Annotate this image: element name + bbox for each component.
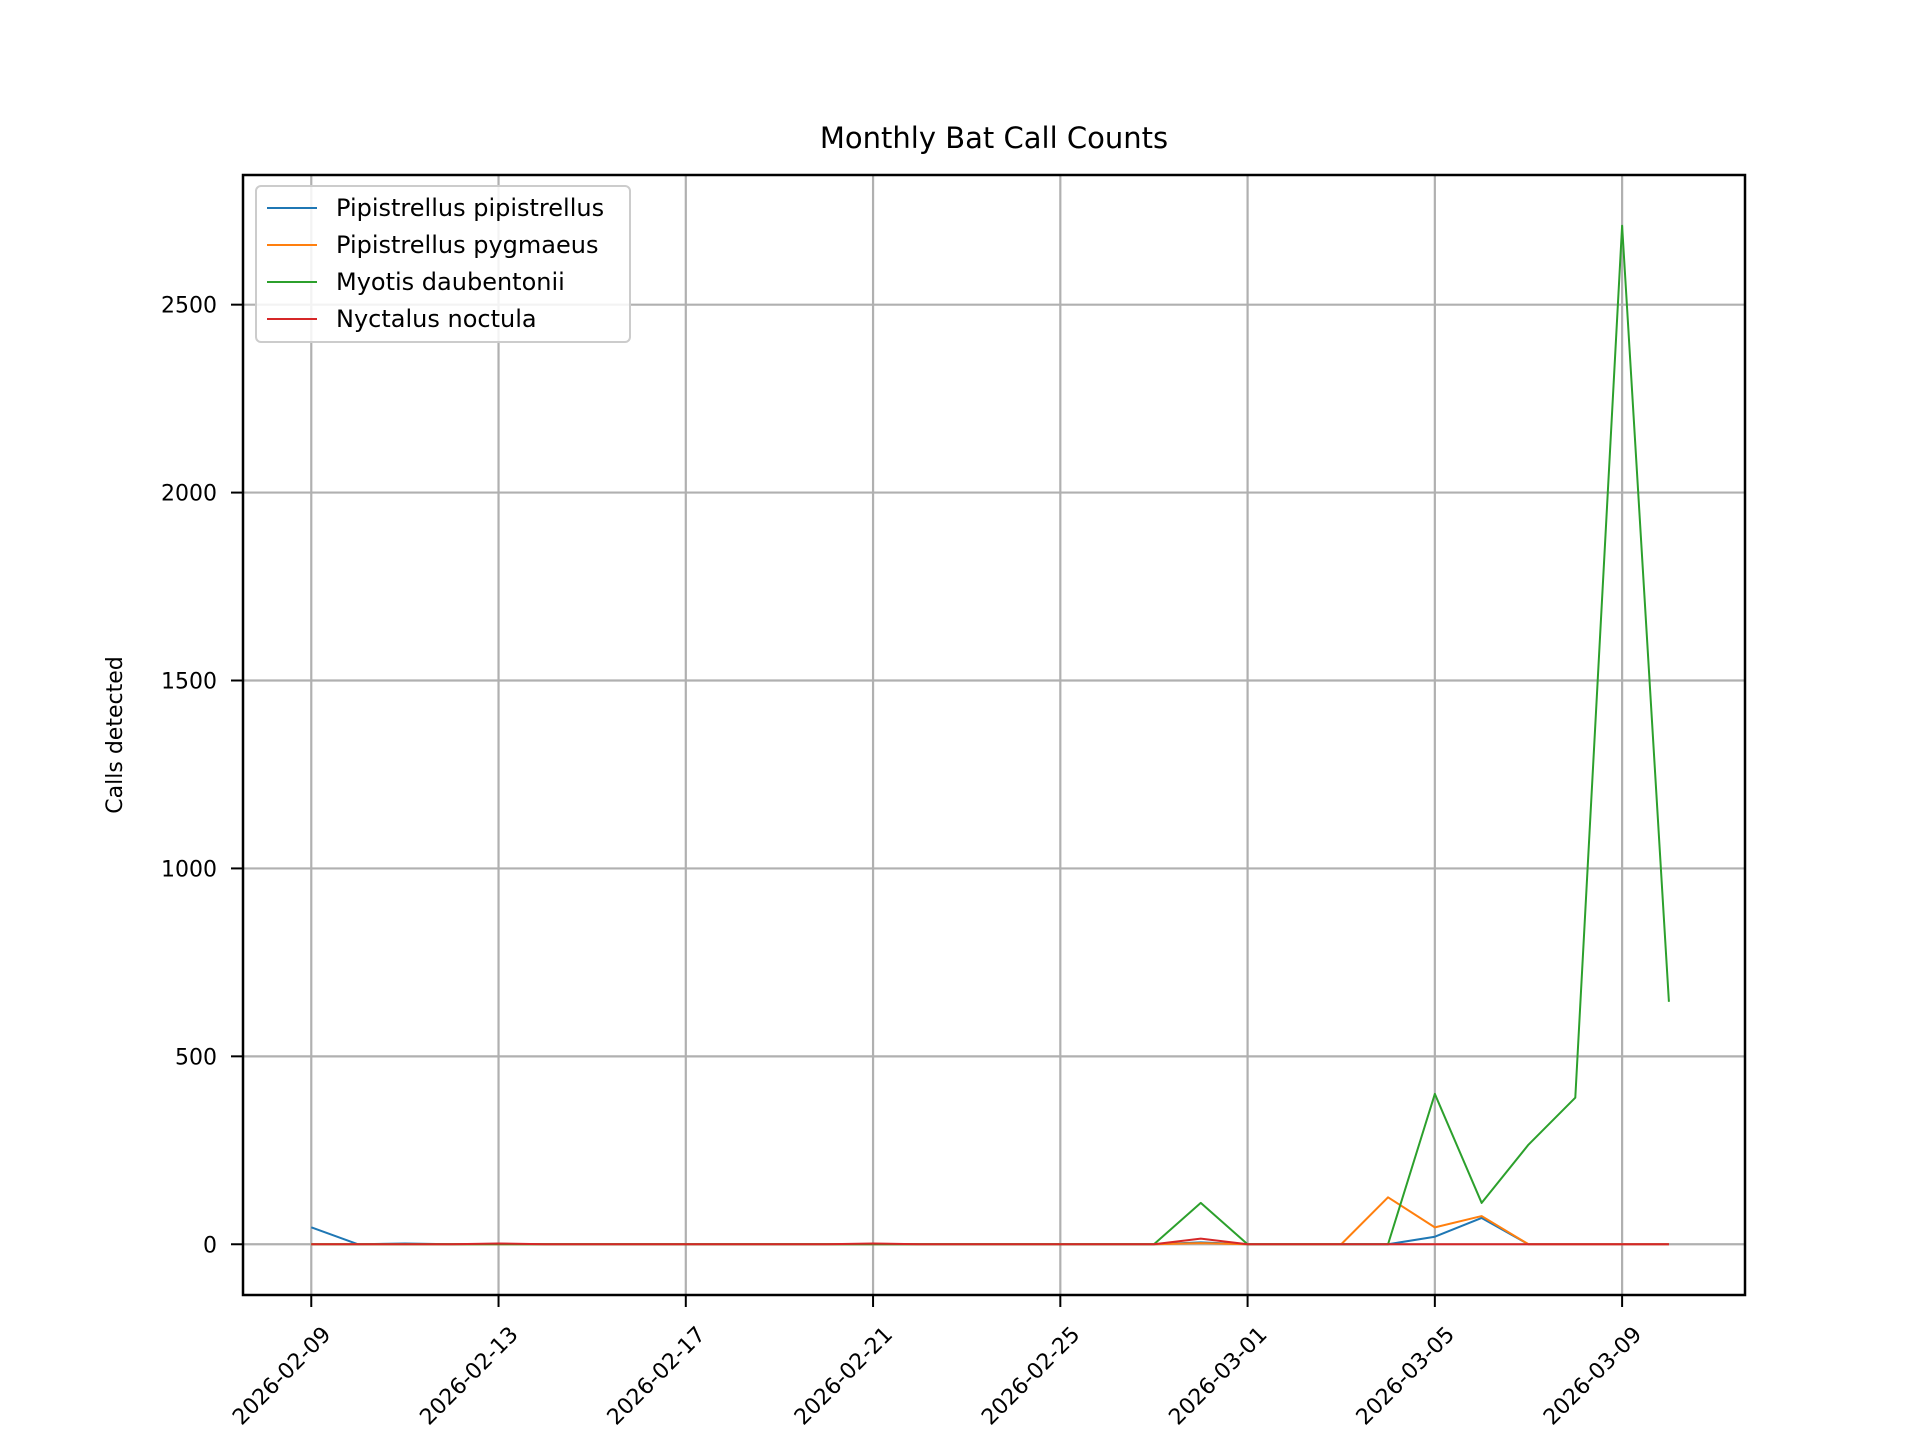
x-tick-label: 2026-02-25 [977, 1322, 1085, 1430]
legend-box [255, 185, 631, 343]
series-line-2 [311, 224, 1670, 1246]
chart-title: Monthly Bat Call Counts [820, 121, 1168, 155]
legend-label: Pipistrellus pygmaeus [336, 231, 598, 259]
y-tick-label: 1000 [161, 857, 217, 882]
x-axis-ticks: 2026-02-09 2026-02-13 2026-02-17 2026-02-21… [228, 1295, 1647, 1430]
x-tick-label: 2026-02-21 [790, 1322, 898, 1430]
series-lines [310, 224, 1670, 1246]
x-tick-label: 2026-02-13 [415, 1322, 523, 1430]
y-tick-label: 2500 [161, 294, 217, 319]
y-tick-label: 500 [175, 1045, 217, 1070]
plot-frame [241, 173, 1747, 1297]
x-tick-label: 2026-03-09 [1539, 1322, 1647, 1430]
legend: Pipistrellus pipistrellus Pipistrellus py… [255, 185, 631, 343]
y-tick-label: 0 [203, 1233, 217, 1258]
series-line-0 [310, 1216, 1669, 1246]
legend-label: Nyctalus noctula [336, 305, 537, 333]
y-axis-label: Calls detected [103, 656, 128, 813]
series-line-3 [311, 1237, 1669, 1246]
legend-label: Myotis daubentonii [336, 268, 565, 296]
x-tick-label: 2026-03-05 [1352, 1322, 1460, 1430]
y-tick-label: 2000 [161, 482, 217, 507]
legend-label: Pipistrellus pipistrellus [336, 194, 604, 222]
x-tick-label: 2026-03-01 [1164, 1322, 1272, 1430]
x-tick-label: 2026-02-17 [603, 1322, 711, 1430]
x-tick-label: 2026-02-09 [228, 1322, 336, 1430]
grid-lines [243, 175, 1745, 1295]
series-line-1 [311, 1196, 1669, 1246]
y-axis-ticks: 0 500 1000 1500 2000 2500 [161, 294, 243, 1258]
y-tick-label: 1500 [161, 670, 217, 695]
